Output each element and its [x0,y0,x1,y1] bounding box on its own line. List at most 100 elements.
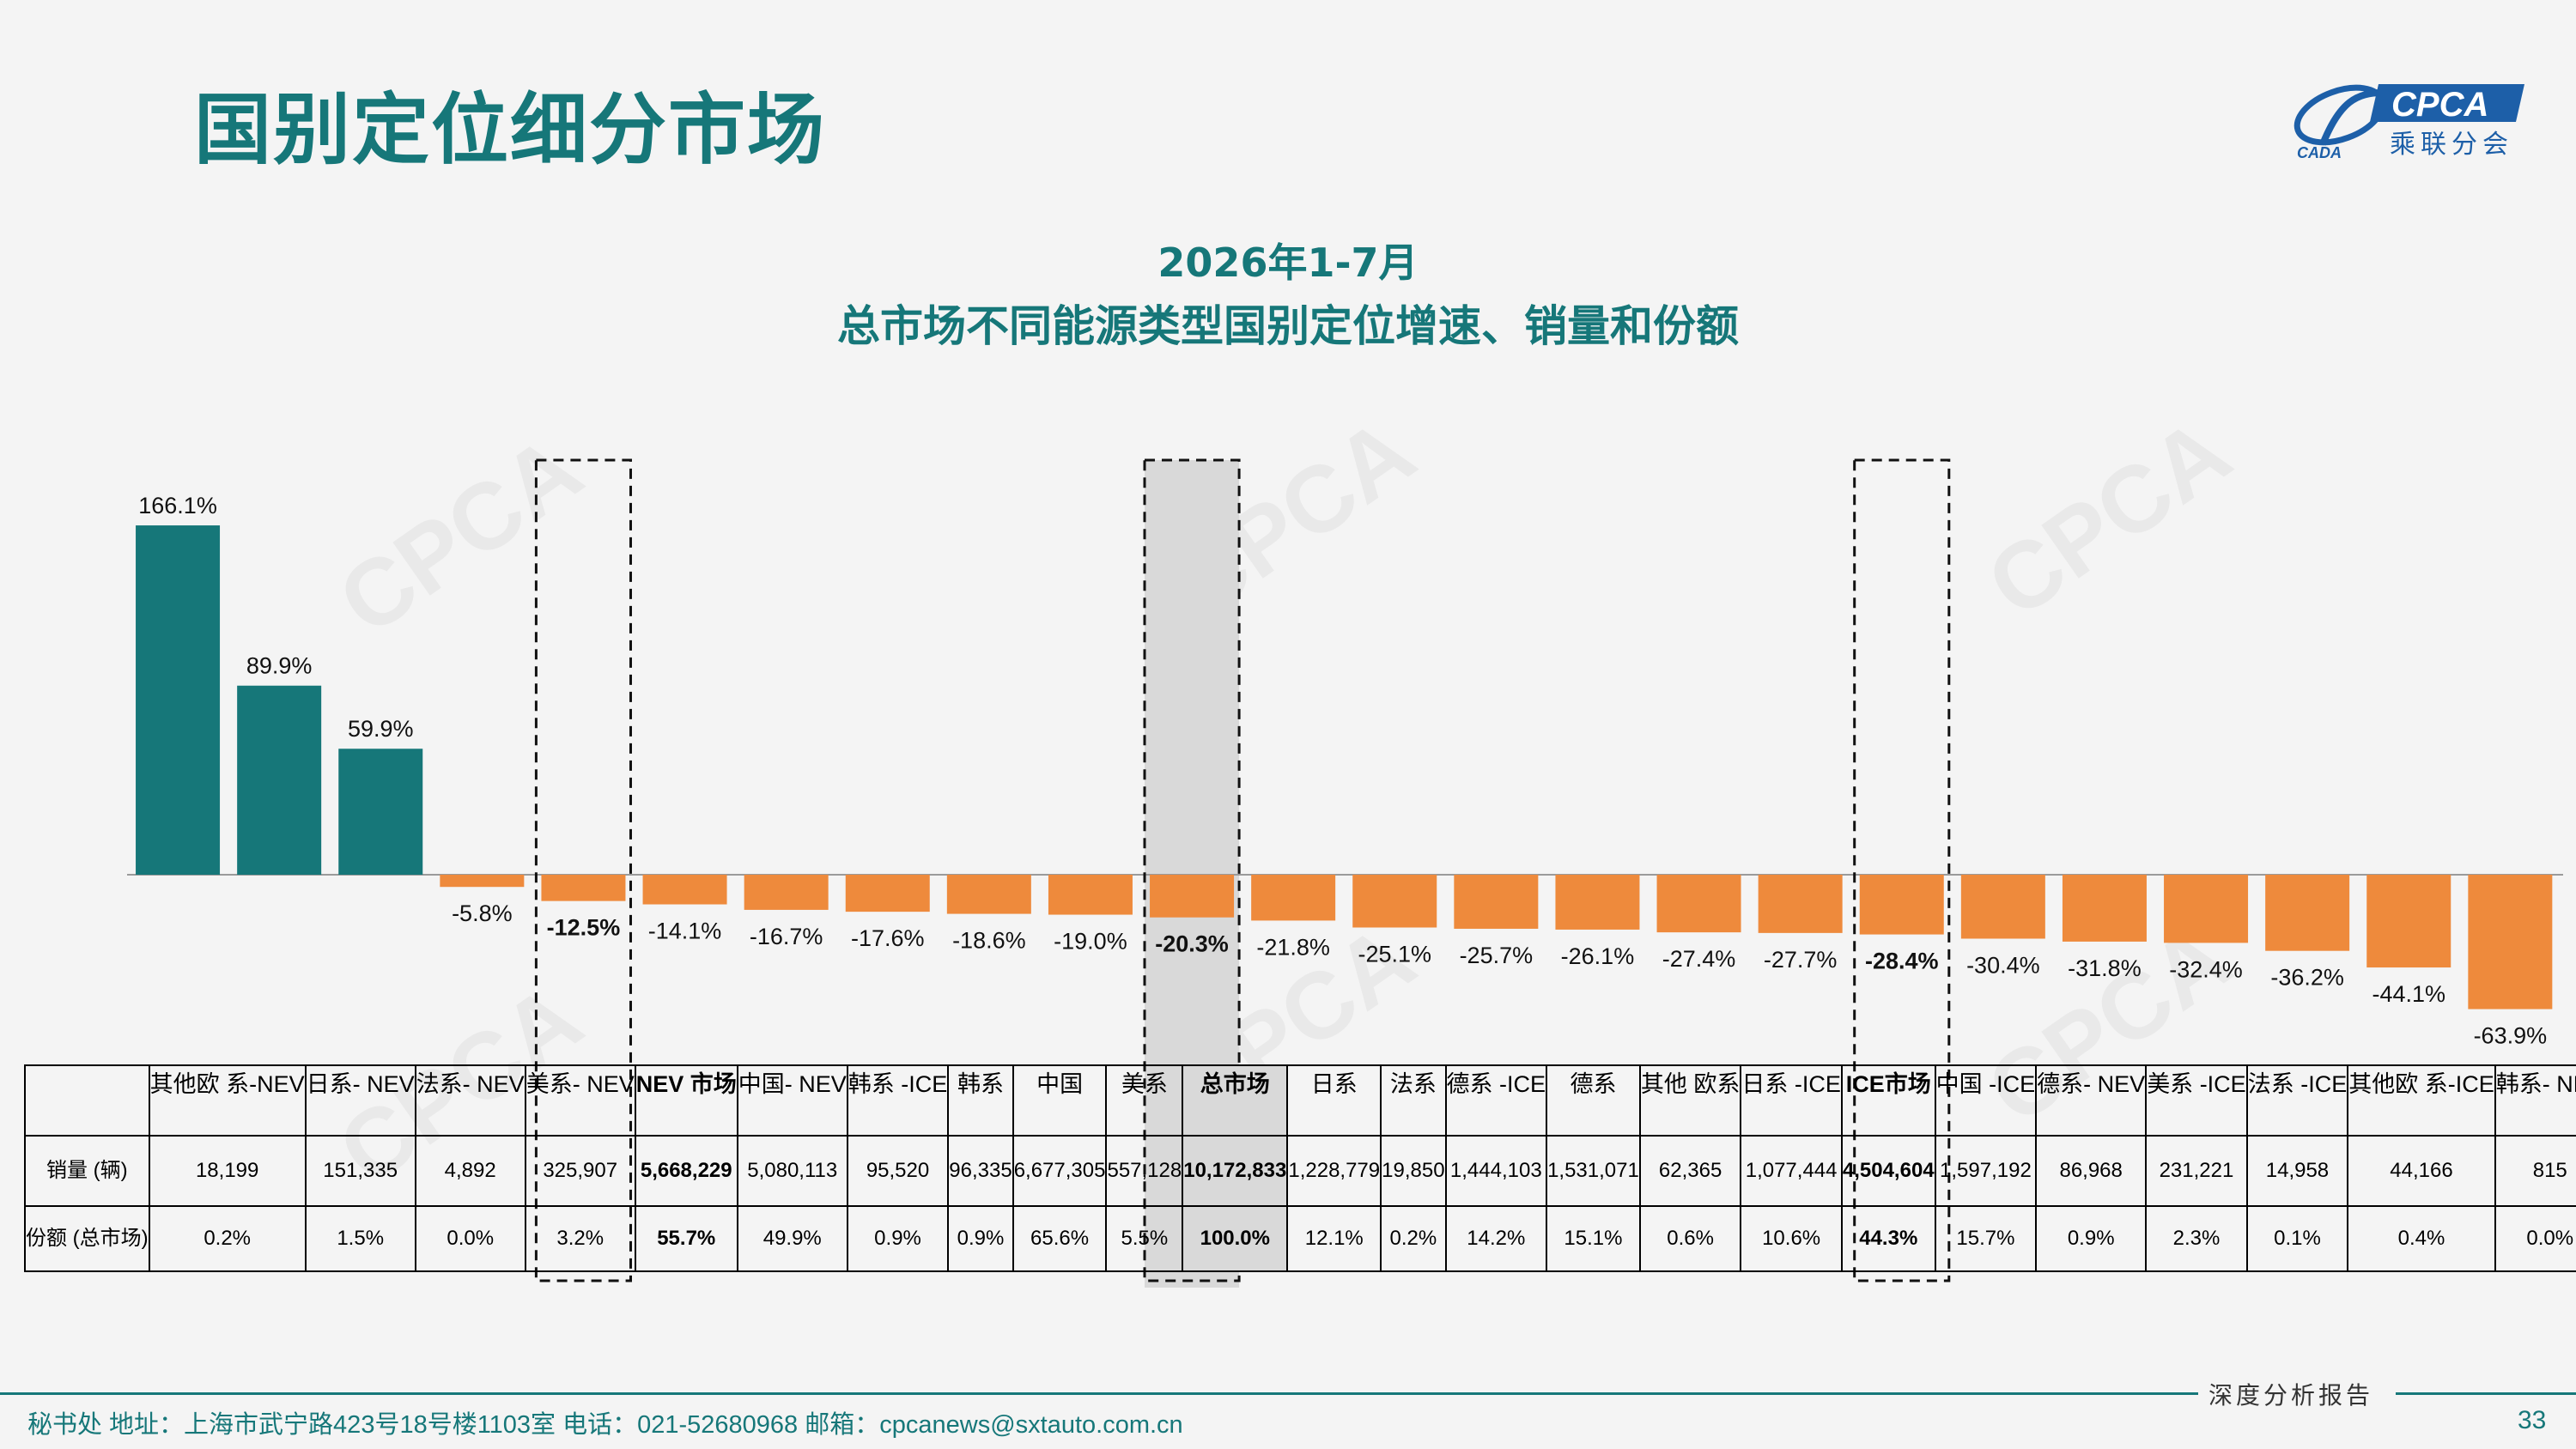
bar [440,875,525,888]
category-header-cell: NEV 市场 [634,1064,738,1137]
data-label: -20.3% [1155,931,1229,957]
share-cell: 49.9% [736,1205,848,1272]
volume-cell: 325,907 [524,1135,636,1207]
cpca-logo: CPCA 乘联分会 CADA [2293,84,2524,161]
bar [1859,875,1944,935]
bar [1150,875,1235,918]
growth-bar-chart: 166.1% 89.9% 59.9% -5.8% -12.5% -14.1% -16.7% -… [127,458,2563,1288]
data-label: -18.6% [952,928,1026,954]
volume-cell: 5,668,229 [634,1135,738,1207]
data-label: -21.8% [1256,934,1330,960]
category-header-cell: 德系 -ICE [1444,1064,1548,1137]
data-label: -14.1% [648,919,722,944]
category-header-cell: 美系 [1105,1064,1184,1137]
volume-cell: 4,504,604 [1840,1135,1936,1207]
data-label: -19.0% [1054,929,1127,955]
share-cell: 3.2% [524,1205,636,1272]
page-title: 国别定位细分市场 [194,85,826,175]
category-header-cell: 法系 -ICE [2245,1064,2349,1137]
category-header-cell: 日系 -ICE [1740,1064,1843,1137]
data-label: 89.9% [246,653,313,679]
bar [1454,875,1539,929]
share-cell: 0.0% [2494,1205,2576,1272]
share-cell: 55.7% [634,1205,738,1272]
share-cell: 14.2% [1444,1205,1548,1272]
table-row-volume: 销量 (辆) 18,199 151,335 4,892 325,907 5,668,229… [24,1135,2576,1207]
bar [2366,875,2451,968]
category-header-cell: 总市场 [1182,1064,1289,1137]
volume-cell: 19,850 [1380,1135,1447,1207]
data-label: -25.1% [1358,941,1431,967]
volume-cell: 815 [2494,1135,2576,1207]
share-cell: 100.0% [1182,1205,1289,1272]
volume-cell: 557,128 [1105,1135,1184,1207]
share-cell: 0.4% [2347,1205,2496,1272]
category-header-cell: 其他 欧系 [1638,1064,1742,1137]
bar [136,525,221,875]
share-cell: 0.2% [148,1205,307,1272]
data-label: -5.8% [452,900,513,926]
bar [1555,875,1640,930]
data-label: -63.9% [2474,1023,2548,1049]
data-label: -32.4% [2169,956,2243,982]
data-label: -17.6% [851,925,925,951]
data-label: -12.5% [547,915,621,941]
share-cell: 10.6% [1740,1205,1843,1272]
bar [1758,875,1843,933]
share-cell: 0.9% [947,1205,1014,1272]
bar [946,875,1031,914]
bar [237,685,322,875]
bar [1656,875,1741,933]
volume-cell: 1,077,444 [1740,1135,1843,1207]
category-header-cell: 韩系- NEV [2494,1064,2576,1137]
share-cell: 44.3% [1840,1205,1936,1272]
category-header-cell: 法系- NEV [414,1064,526,1137]
volume-cell: 96,335 [947,1135,1014,1207]
category-header-cell: 其他欧 系-NEV [148,1064,307,1137]
volume-cell: 62,365 [1638,1135,1742,1207]
table-header-row: 其他欧 系-NEV 日系- NEV 法系- NEV 美系- NEV NEV 市场 中国- … [24,1064,2576,1137]
category-header-cell: ICE市场 [1840,1064,1936,1137]
volume-cell: 151,335 [304,1135,416,1207]
volume-cell: 86,968 [2035,1135,2148,1207]
footer-divider [0,1392,2198,1395]
data-label: -44.1% [2372,981,2445,1007]
category-header-cell: 德系- NEV [2035,1064,2148,1137]
share-cell: 2.3% [2145,1205,2248,1272]
chart-title: 2026年1-7月 [1157,239,1419,286]
volume-cell: 4,892 [414,1135,526,1207]
svg-text:CPCA: CPCA [2391,86,2488,124]
highlight-frame [1853,458,1951,1282]
row-header-volume: 销量 (辆) [24,1135,150,1207]
data-label: -28.4% [1865,949,1939,974]
svg-text:CADA: CADA [2297,144,2342,161]
category-header-cell: 其他欧 系-ICE [2347,1064,2496,1137]
volume-cell: 1,444,103 [1444,1135,1548,1207]
data-label: 166.1% [138,493,217,518]
chart-subtitle: 总市场不同能源类型国别定位增速、销量和份额 [837,301,1739,351]
volume-cell: 1,228,779 [1286,1135,1382,1207]
data-label: 59.9% [348,716,414,742]
category-header-cell: 韩系 [947,1064,1014,1137]
bar [2164,875,2249,943]
volume-cell: 10,172,833 [1182,1135,1289,1207]
footer-contact: 秘书处 地址：上海市武宁路423号18号楼1103室 电话：021-526809… [27,1411,1183,1439]
bar [541,875,626,901]
data-label: -27.4% [1662,946,1736,972]
share-cell: 0.6% [1638,1205,1742,1272]
data-label: -16.7% [750,924,823,949]
share-cell: 0.9% [846,1205,950,1272]
category-header-cell: 中国 [1012,1064,1108,1137]
share-cell: 12.1% [1286,1205,1382,1272]
volume-cell: 1,531,071 [1546,1135,1641,1207]
data-label: -26.1% [1561,943,1635,969]
data-table: 其他欧 系-NEV 日系- NEV 法系- NEV 美系- NEV NEV 市场 中国- … [24,1064,2576,1272]
highlight-frame [1143,458,1241,1282]
bar [2062,875,2147,942]
volume-cell: 5,080,113 [736,1135,848,1207]
highlight-frame [534,458,633,1282]
bar [642,875,727,905]
footer-divider [2396,1392,2576,1395]
data-label: -30.4% [1966,952,2040,978]
share-cell: 15.7% [1934,1205,2038,1272]
